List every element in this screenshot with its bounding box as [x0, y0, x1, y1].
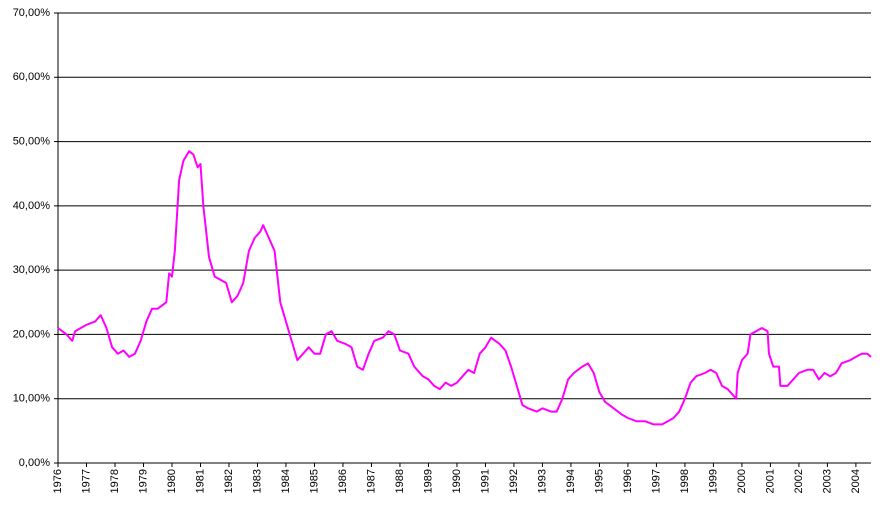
x-tick-label: 1979	[137, 469, 149, 493]
x-tick-label: 1986	[337, 469, 349, 493]
x-tick-label: 1995	[593, 469, 605, 493]
x-tick-label: 1982	[223, 469, 235, 493]
x-tick-label: 1997	[650, 469, 662, 493]
x-tick-label: 1992	[508, 469, 520, 493]
x-tick-label: 2004	[850, 469, 862, 493]
y-tick-label: 0,00%	[19, 457, 50, 469]
x-tick-label: 2000	[736, 469, 748, 493]
x-tick-label: 2001	[764, 469, 776, 493]
data-line	[57, 150, 872, 426]
x-tick-label: 2003	[821, 469, 833, 493]
x-tick-label: 1998	[679, 469, 691, 493]
x-tick-label: 1977	[80, 469, 92, 493]
y-tick-label: 50,00%	[13, 135, 51, 147]
y-tick-label: 20,00%	[13, 328, 51, 340]
x-tick-label: 1990	[451, 469, 463, 493]
y-tick-label: 10,00%	[13, 393, 51, 405]
x-tick-label: 1980	[166, 469, 178, 493]
x-tick-label: 1981	[194, 469, 206, 493]
y-tick-label: 60,00%	[13, 71, 51, 83]
x-tick-label: 1999	[707, 469, 719, 493]
x-tick-label: 1976	[52, 469, 64, 493]
x-tick-label: 1978	[109, 469, 121, 493]
x-tick-label: 1988	[394, 469, 406, 493]
x-tick-label: 1984	[280, 469, 292, 493]
x-tick-label: 1991	[479, 469, 491, 493]
x-tick-label: 1993	[536, 469, 548, 493]
x-tick-label: 1996	[622, 469, 634, 493]
x-tick-label: 1994	[565, 469, 577, 493]
y-tick-label: 30,00%	[13, 264, 51, 276]
y-tick-label: 40,00%	[13, 200, 51, 212]
y-tick-label: 70,00%	[13, 7, 51, 19]
x-tick-label: 1985	[308, 469, 320, 493]
x-tick-label: 1987	[365, 469, 377, 493]
x-tick-label: 1983	[251, 469, 263, 493]
x-tick-label: 2002	[793, 469, 805, 493]
x-tick-label: 1989	[422, 469, 434, 493]
